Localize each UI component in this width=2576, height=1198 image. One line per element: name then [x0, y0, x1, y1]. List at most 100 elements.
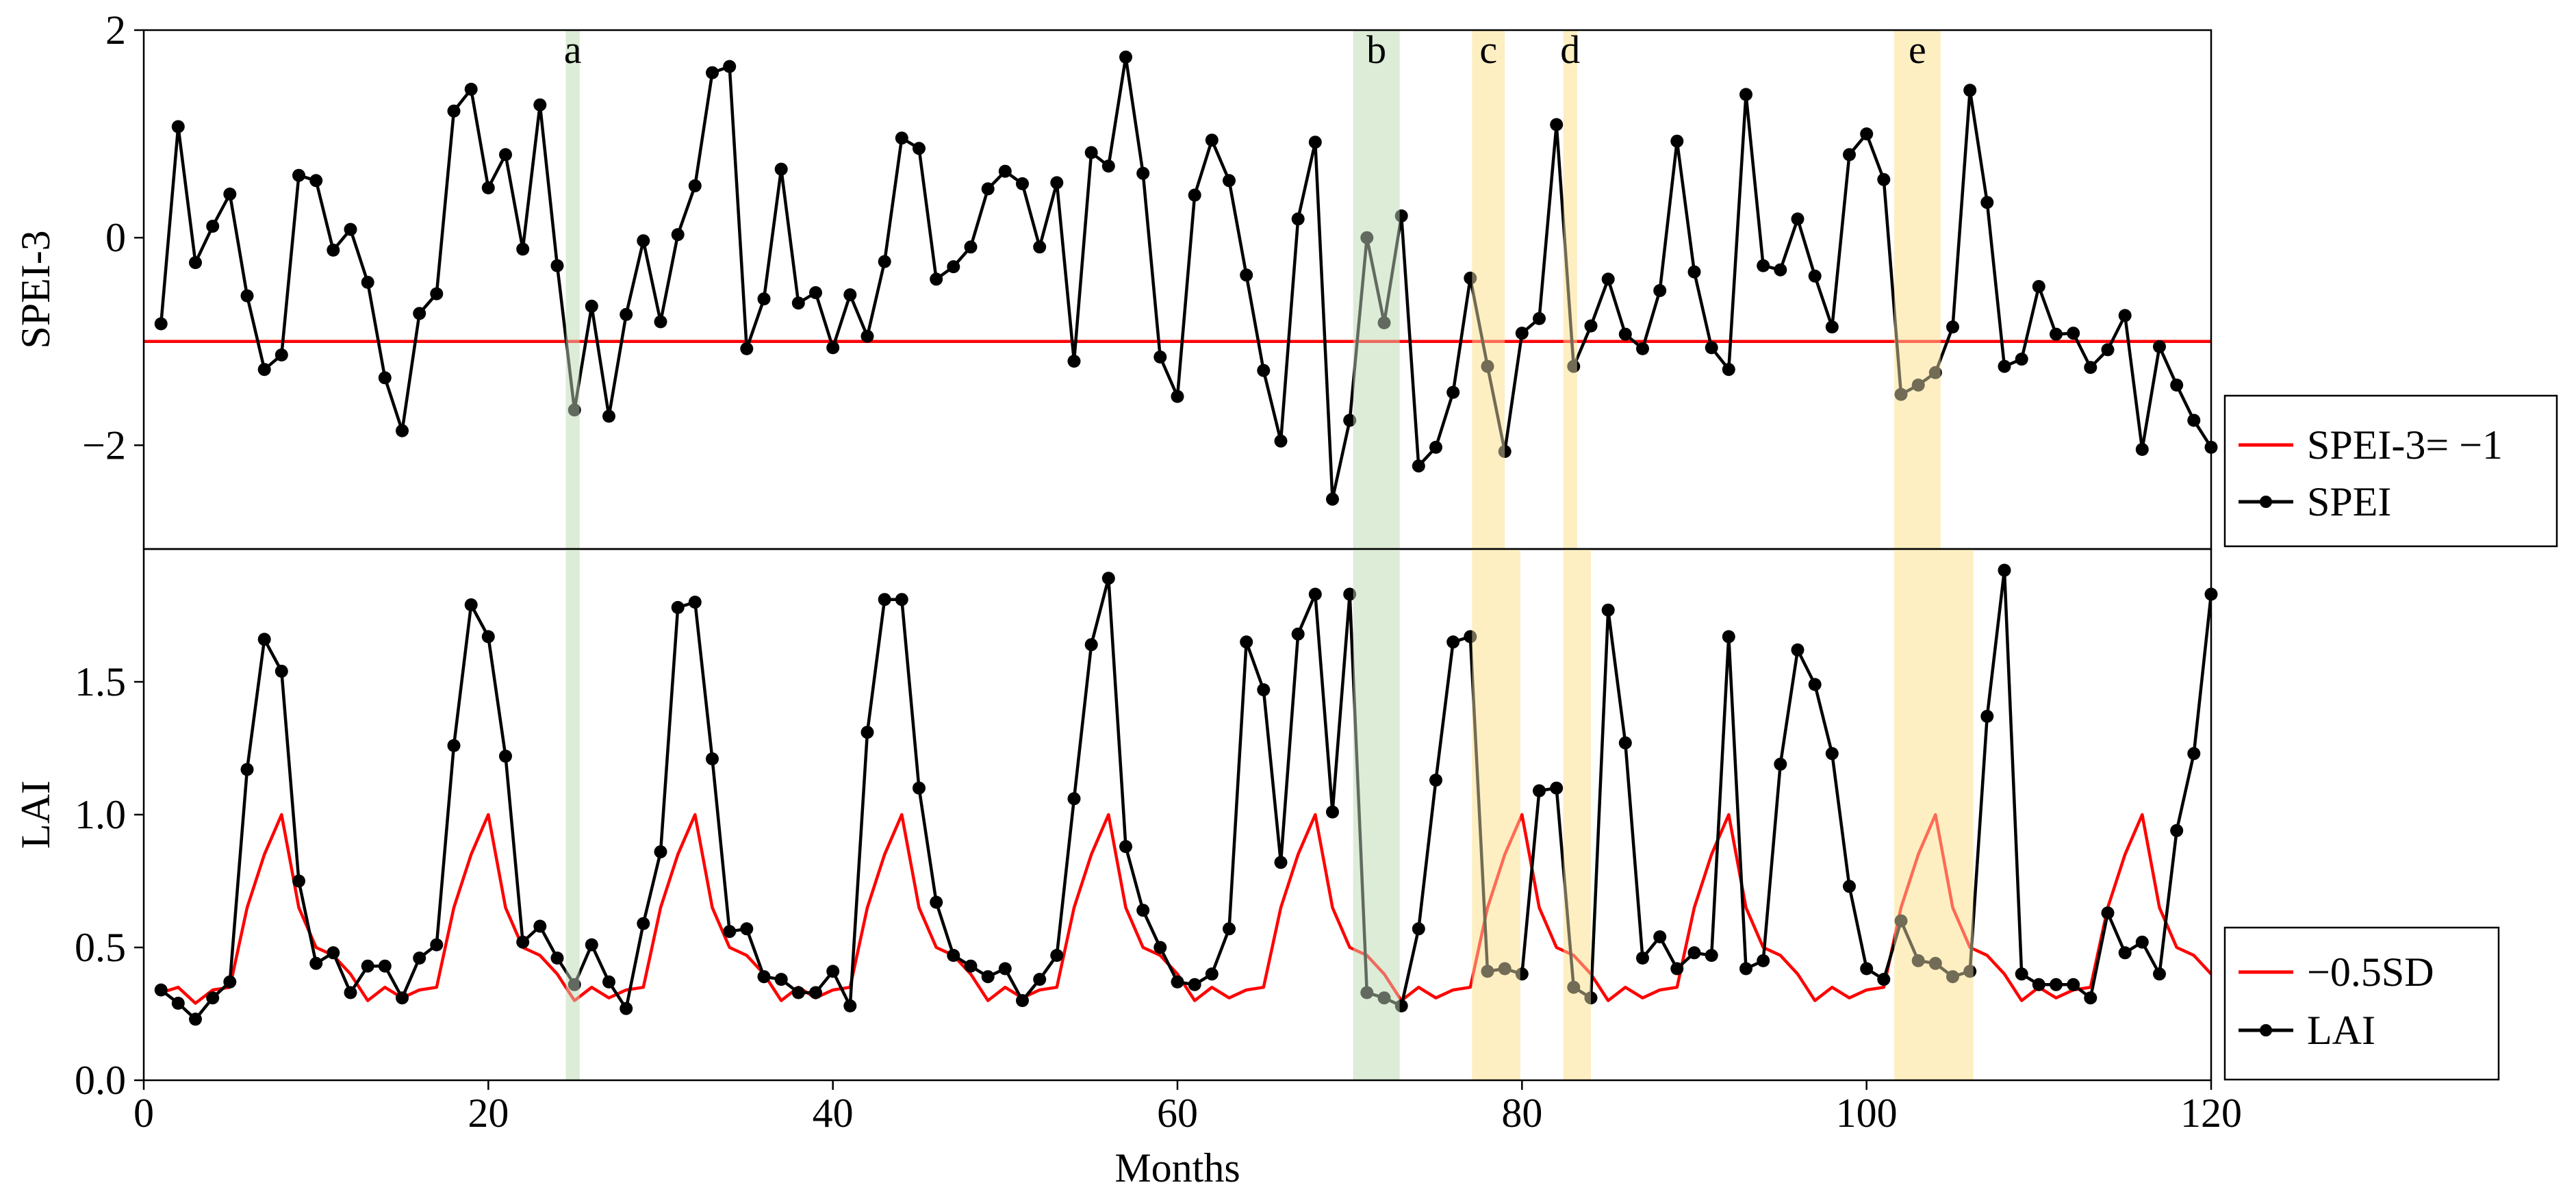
spei-point [189, 256, 202, 270]
xtick-label: 20 [468, 1091, 509, 1136]
lai-point [947, 949, 960, 963]
lai-point [1119, 840, 1132, 854]
spei-point [1739, 88, 1752, 101]
spei-point [464, 82, 478, 96]
spei-point [1687, 265, 1701, 279]
spei-panel: −2 0 2 a b c d e SPEI-3 [13, 8, 2218, 550]
spei-legend-box [2223, 394, 2558, 548]
lai-point [1980, 709, 1994, 723]
spei-point [2067, 327, 2080, 340]
lai-point [1618, 736, 1632, 750]
spei-point [688, 179, 702, 192]
lai-point [1084, 638, 1098, 652]
spei-point [1205, 133, 1219, 147]
lai-point [1825, 747, 1839, 761]
lai-point [413, 952, 426, 965]
lai-shade-overlay-b [1353, 549, 1400, 1080]
spei-point [206, 220, 220, 233]
period-label-c: c [1479, 27, 1497, 72]
lai-point [1963, 965, 1977, 978]
spei-point [1757, 259, 1770, 272]
spei-point [1550, 118, 1564, 131]
spei-point [533, 98, 547, 112]
spei-point [740, 342, 754, 355]
lai-point [1033, 973, 1047, 986]
spei-point [706, 66, 719, 79]
spei-shade-d [1563, 30, 1577, 549]
lai-point [791, 986, 805, 999]
spei-point [1481, 359, 1494, 373]
spei-shade-a [565, 30, 580, 549]
spei-point [1860, 127, 1874, 141]
legend-lai-label: LAI [2307, 1008, 2375, 1053]
lai-shade-a [565, 549, 580, 1080]
lai-point [309, 956, 323, 970]
period-label-e: e [1909, 27, 1926, 72]
spei-point [1601, 272, 1615, 286]
lai-point [602, 975, 615, 989]
spei-point [1808, 269, 1822, 283]
lai-point [878, 593, 891, 607]
lai-point [1343, 587, 1357, 601]
lai-point [1894, 914, 1908, 928]
lai-point [189, 1012, 202, 1026]
spei-shade-e [1893, 30, 1941, 549]
spei-shade-overlay-c [1472, 30, 1505, 549]
lai-point [1498, 962, 1512, 976]
spei-point [2101, 343, 2115, 357]
lai-point [1464, 630, 1477, 643]
lai-point [740, 922, 754, 936]
lai-plot-frame [142, 548, 2212, 1082]
spei-point [1274, 434, 1288, 448]
spei-point [2050, 327, 2063, 341]
lai-point [275, 665, 288, 678]
lai-point [1670, 962, 1684, 976]
spei-point [1446, 385, 1460, 399]
spei-point [1308, 136, 1322, 149]
lai-point [843, 999, 857, 1012]
lai-shade-overlay-d [1563, 549, 1591, 1080]
lai-point [1067, 792, 1081, 806]
lai-point [1136, 904, 1150, 917]
spei-point [878, 255, 891, 268]
spei-point [1412, 459, 1425, 473]
spei-point [481, 181, 495, 194]
spei-point [154, 317, 168, 331]
lai-point [1808, 678, 1822, 691]
spei-point [1136, 166, 1150, 180]
lai-point [1377, 991, 1391, 1005]
lai-point [1860, 962, 1874, 976]
spei-point [1791, 212, 1805, 226]
spei-shade-overlay-d [1563, 30, 1577, 549]
spei-ytick-label: −2 [82, 422, 126, 468]
spei-point [361, 275, 374, 289]
lai-point [1205, 967, 1219, 981]
spei-point [1825, 320, 1839, 334]
lai-point [981, 970, 995, 984]
spei-point [1171, 390, 1184, 403]
lai-point [171, 997, 185, 1010]
lai-point [774, 973, 788, 986]
spei-point [1050, 176, 1064, 190]
spei-y-axis-label: SPEI-3 [13, 230, 58, 348]
lai-point [637, 917, 650, 930]
spei-point [826, 341, 840, 355]
lai-point [1223, 922, 1236, 936]
spei-shade-c [1472, 30, 1505, 549]
lai-point [1791, 643, 1805, 657]
lai-legend-box [2223, 926, 2500, 1081]
spei-point [913, 142, 926, 155]
spei-point [930, 272, 943, 286]
period-label-d: d [1560, 27, 1580, 72]
lai-shade-overlay-c [1472, 549, 1520, 1080]
lai-point [327, 946, 340, 960]
legend-spei-label: SPEI [2307, 479, 2391, 524]
spei-point [1240, 268, 1253, 282]
spei-point [1980, 196, 1994, 209]
spei-point [1774, 263, 1787, 277]
spei-ytick-label: 2 [105, 8, 126, 53]
spei-point [2187, 413, 2201, 427]
lai-point [895, 593, 908, 607]
spei-point [1515, 327, 1529, 340]
lai-point [1687, 946, 1701, 960]
